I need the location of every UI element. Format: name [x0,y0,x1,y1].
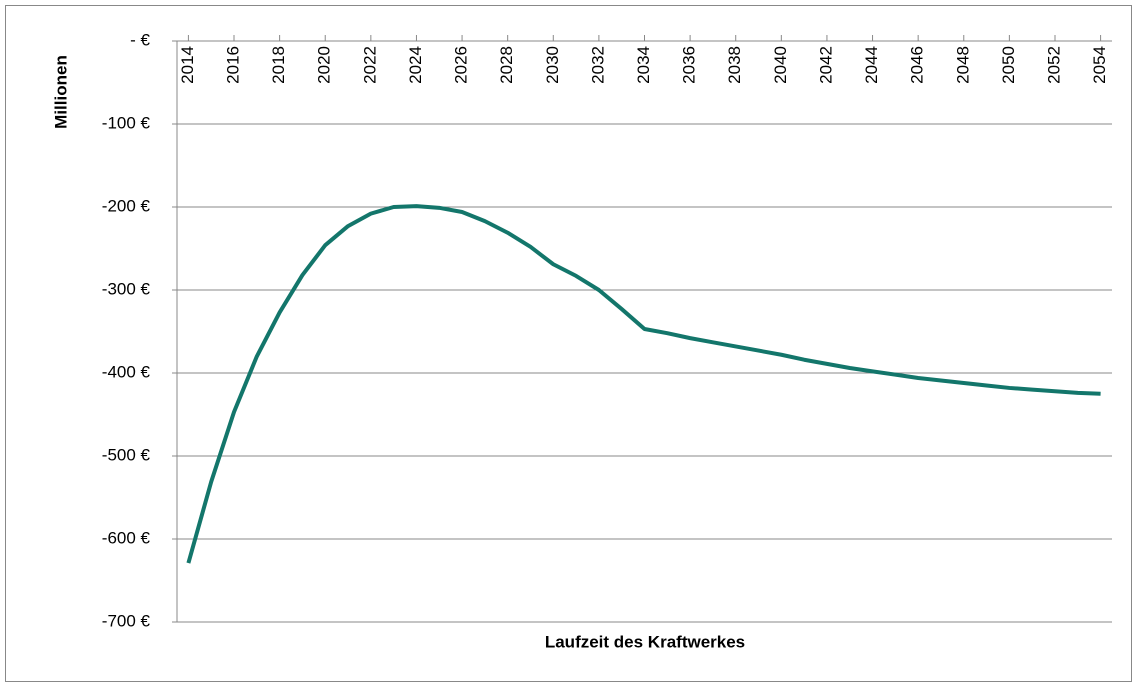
x-tick-label: 2030 [543,46,562,84]
y-tick-label: -200 € [102,196,151,215]
y-tick-label: -700 € [102,611,151,630]
x-tick-label: 2014 [178,46,197,84]
x-tick-label: 2048 [953,46,972,84]
x-tick-label: 2052 [1044,46,1063,84]
y-tick-label: -300 € [102,279,151,298]
x-tick-label: 2050 [999,46,1018,84]
y-axis-label: Millionen [51,55,70,129]
x-tick-label: 2036 [680,46,699,84]
x-axis-label: Laufzeit des Kraftwerkes [545,632,745,651]
x-tick-label: 2046 [908,46,927,84]
x-tick-label: 2040 [771,46,790,84]
y-tick-label: -400 € [102,362,151,381]
x-tick-label: 2034 [634,46,653,84]
y-tick-label: -500 € [102,445,151,464]
x-tick-label: 2028 [497,46,516,84]
x-tick-label: 2018 [269,46,288,84]
x-tick-label: 2020 [315,46,334,84]
x-tick-label: 2016 [223,46,242,84]
x-tick-label: 2032 [588,46,607,84]
y-tick-label: -100 € [102,113,151,132]
x-tick-label: 2044 [862,46,881,84]
x-tick-label: 2038 [725,46,744,84]
x-tick-label: 2026 [452,46,471,84]
x-tick-label: 2054 [1090,46,1109,84]
chart-border [5,5,1132,682]
y-tick-label: - € [130,30,150,49]
x-tick-label: 2024 [406,46,425,84]
y-tick-label: -600 € [102,528,151,547]
x-tick-label: 2022 [360,46,379,84]
data-line [186,204,1101,564]
x-tick-label: 2042 [816,46,835,84]
